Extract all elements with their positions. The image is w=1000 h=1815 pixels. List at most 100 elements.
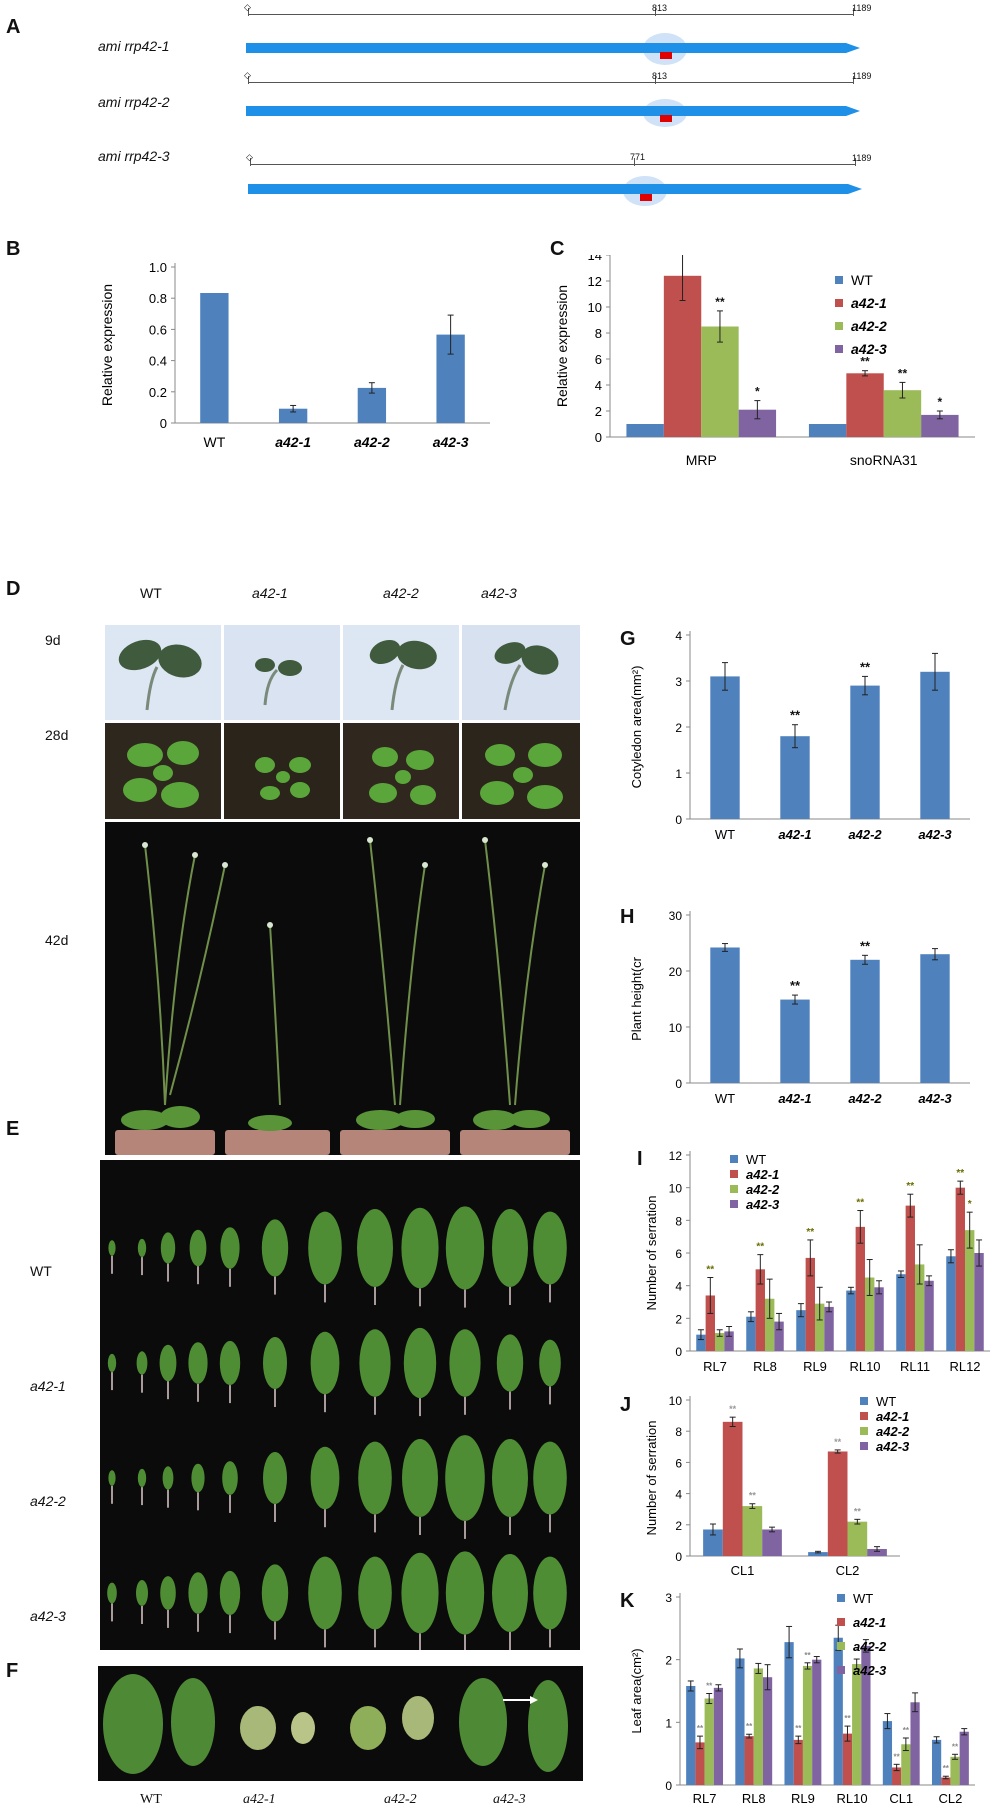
bar (815, 1303, 825, 1351)
bar (896, 1274, 906, 1351)
panel-d-photos (105, 625, 580, 1155)
legend-swatch (835, 299, 843, 307)
leaf (496, 1334, 524, 1392)
chart-j: 0 2 4 6 8 10 Number of serration ** ** CL1 ** ** CL2… (644, 1394, 910, 1575)
bar (833, 1637, 843, 1785)
leaf (533, 1211, 567, 1285)
bar (735, 1658, 745, 1785)
significance-label: ** (956, 1168, 964, 1179)
y-tick-label: 4 (595, 378, 602, 393)
panel-letter-e: E (6, 1118, 20, 1140)
bar (910, 1702, 920, 1785)
y-tick-label: 10 (588, 300, 602, 315)
leaf (137, 1468, 147, 1488)
significance-label: ** (697, 1724, 704, 1733)
leaf (162, 1466, 174, 1490)
tick-site (655, 76, 656, 84)
bar (722, 1421, 743, 1556)
end-label: 1189 (852, 3, 872, 13)
f-label: WT (140, 1792, 162, 1807)
gene-bar (248, 176, 862, 206)
bar (920, 954, 950, 1083)
y-tick-label: 2 (595, 404, 602, 419)
significance-label: ** (854, 1506, 862, 1516)
legend-label: a42-1 (746, 1167, 779, 1182)
significance-label: ** (729, 1404, 737, 1414)
leaf (160, 1576, 176, 1610)
bar (965, 1230, 975, 1351)
bar (892, 1767, 902, 1785)
bar (796, 1310, 806, 1351)
significance-label: ** (952, 1742, 959, 1751)
bar (920, 671, 950, 819)
x-tick-label: RL8 (742, 1791, 766, 1806)
panel-letter-k: K (620, 1590, 635, 1612)
tick-end (853, 76, 854, 84)
legend-swatch (730, 1170, 738, 1178)
bar (753, 1668, 763, 1785)
bar (357, 387, 387, 423)
bar (746, 1316, 756, 1351)
y-tick-label: 0.6 (149, 322, 167, 337)
bar (846, 373, 884, 437)
y-tick-label: 2 (675, 1312, 682, 1326)
y-tick-label: 0 (665, 1779, 672, 1793)
legend-label: a42-3 (853, 1663, 887, 1678)
x-tick-label: RL9 (791, 1791, 815, 1806)
bar (812, 1659, 822, 1785)
significance-label: ** (804, 1651, 811, 1660)
bar (704, 1698, 714, 1785)
leaf (449, 1329, 481, 1397)
y-tick-label: 0.4 (149, 354, 167, 369)
significance-label: ** (856, 1198, 864, 1209)
x-tick-label: WT (715, 1091, 735, 1105)
bar (846, 1290, 856, 1351)
legend-label: a42-2 (746, 1182, 780, 1197)
bar (278, 408, 308, 423)
gene-arrow (246, 106, 860, 116)
y-tick-label: 0.8 (149, 291, 167, 306)
significance-label: * (855, 1647, 859, 1656)
y-tick-label: 2 (665, 1654, 672, 1668)
bar (931, 1739, 942, 1785)
bar (950, 1756, 960, 1785)
leaf (108, 1240, 116, 1256)
x-tick-label: RL11 (900, 1359, 930, 1374)
legend-swatch (730, 1155, 738, 1163)
row-label: WT (30, 1263, 52, 1279)
leaf (137, 1238, 147, 1258)
bar (974, 1253, 984, 1351)
leaf (533, 1441, 567, 1515)
legend-swatch (860, 1442, 868, 1450)
panel-letter-a: A (6, 16, 21, 38)
start-label: ◇ (244, 70, 251, 80)
leaf (107, 1353, 117, 1373)
leaf (533, 1556, 567, 1630)
col-label: a42-3 (481, 585, 517, 601)
leaf (445, 1435, 485, 1521)
scale-line (248, 82, 854, 83)
bar (865, 1277, 875, 1351)
significance-label: ** (806, 1227, 814, 1238)
x-tick-label: a42-2 (354, 434, 390, 450)
y-tick-label: 0 (595, 430, 602, 445)
bar (901, 1744, 911, 1785)
significance-label: ** (706, 1265, 714, 1276)
col-label: a42-1 (252, 585, 288, 601)
bar (827, 1451, 848, 1556)
leaf (402, 1439, 438, 1517)
panel-letter-d: D (6, 578, 21, 600)
bar (724, 1331, 734, 1351)
site-label: 813 (652, 71, 668, 81)
bar (755, 1269, 765, 1351)
legend-label: WT (853, 1591, 873, 1606)
significance-label: ** (860, 659, 871, 674)
y-tick-label: 4 (675, 1280, 682, 1294)
legend-label: a42-3 (876, 1439, 910, 1454)
target-site (640, 194, 652, 201)
panel-a-constructs: ami rrp42-1 ◇ 813 1189 ami rrp42-2 ◇ 813… (0, 0, 1000, 225)
leaf (357, 1209, 393, 1287)
row-label: a42-1 (30, 1378, 66, 1394)
legend-label: a42-1 (876, 1409, 909, 1424)
